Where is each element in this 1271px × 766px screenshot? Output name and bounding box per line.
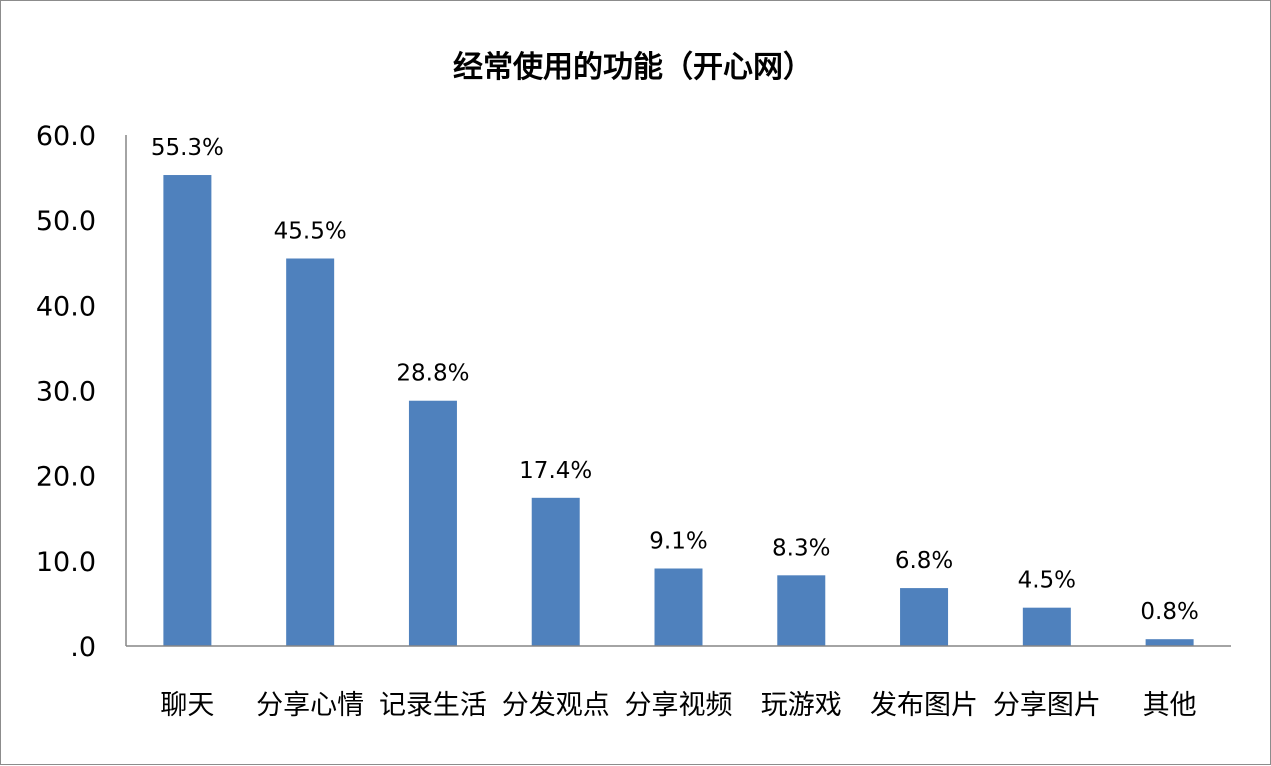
x-tick-label: 其他 bbox=[1143, 690, 1197, 721]
x-tick-label: 玩游戏 bbox=[761, 690, 842, 721]
bar bbox=[1145, 639, 1194, 646]
data-label: 45.5% bbox=[274, 218, 347, 244]
data-label: 55.3% bbox=[151, 135, 224, 161]
data-labels-group: 55.3% 45.5% 28.8% 17.4% 9.1% 8.3% 6.8% 4.5% 0.8% bbox=[151, 135, 1199, 625]
y-tick-label: 30.0 bbox=[36, 377, 96, 408]
y-tick-label: 40.0 bbox=[36, 291, 96, 322]
bar bbox=[408, 400, 457, 646]
y-tick-label: 10.0 bbox=[36, 547, 96, 578]
y-tick-label: 20.0 bbox=[36, 462, 96, 493]
data-label: 8.3% bbox=[772, 535, 830, 561]
x-tick-label: 聊天 bbox=[160, 690, 214, 721]
x-tick-labels-group: 聊天 分享心情 记录生活 分发观点 分享视频 玩游戏 发布图片 分享图片 其他 bbox=[160, 690, 1196, 721]
y-tick-label: 60.0 bbox=[36, 121, 96, 152]
bar bbox=[531, 497, 580, 646]
x-tick-label: 发布图片 bbox=[870, 690, 978, 721]
bar bbox=[654, 568, 703, 646]
x-tick-label: 分享视频 bbox=[625, 690, 733, 721]
data-label: 17.4% bbox=[519, 458, 592, 484]
x-tick-label: 分享心情 bbox=[256, 690, 364, 721]
chart-title: 经常使用的功能（开心网） bbox=[453, 50, 813, 85]
data-label: 6.8% bbox=[895, 548, 953, 574]
bar bbox=[163, 175, 212, 647]
x-tick-label: 记录生活 bbox=[379, 690, 487, 721]
bar bbox=[1022, 607, 1071, 646]
y-tick-label: .0 bbox=[70, 632, 96, 663]
bars-group bbox=[163, 175, 1194, 647]
bar bbox=[286, 258, 335, 646]
x-tick-label: 分享图片 bbox=[993, 690, 1101, 721]
x-tick-label: 分发观点 bbox=[502, 690, 610, 721]
data-label: 0.8% bbox=[1140, 599, 1198, 625]
data-label: 9.1% bbox=[649, 528, 707, 554]
data-label: 4.5% bbox=[1018, 568, 1076, 594]
y-tick-label: 50.0 bbox=[36, 206, 96, 237]
y-tick-labels-group: .0 10.0 20.0 30.0 40.0 50.0 60.0 bbox=[36, 121, 96, 663]
data-label: 28.8% bbox=[396, 361, 469, 387]
bar bbox=[900, 588, 949, 646]
bar bbox=[777, 575, 826, 646]
